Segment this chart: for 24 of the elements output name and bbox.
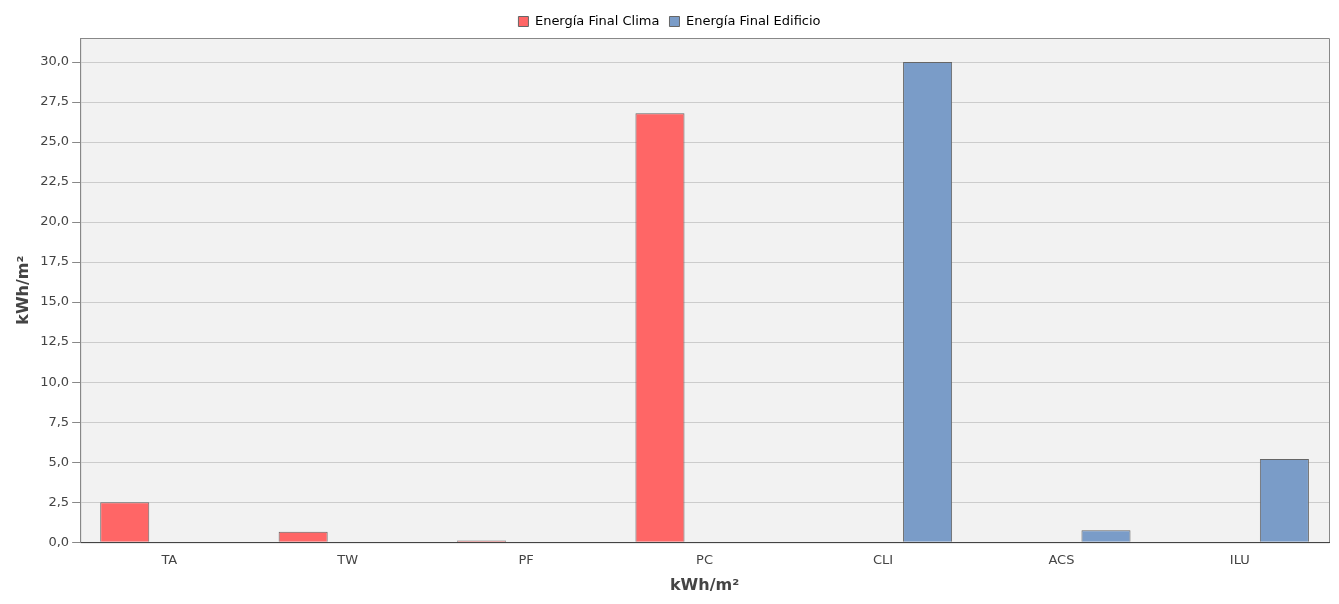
y-tick-label: 5,0 bbox=[48, 453, 70, 469]
y-tick-label: 17,5 bbox=[40, 253, 70, 269]
x-axis-title: kWh/m² bbox=[669, 574, 740, 594]
x-tick-label: PC bbox=[696, 552, 714, 568]
y-tick-label: 20,0 bbox=[40, 213, 70, 229]
y-tick-label: 7,5 bbox=[48, 413, 70, 429]
legend-label: Energía Final Edificio bbox=[685, 12, 821, 28]
x-tick-label: CLI bbox=[872, 552, 894, 568]
y-tick-label: 10,0 bbox=[40, 373, 70, 389]
y-tick-label: 22,5 bbox=[40, 173, 70, 189]
legend-label: Energía Final Clima bbox=[534, 12, 660, 28]
y-tick-label: 0,0 bbox=[48, 533, 70, 549]
x-tick-label: ACS bbox=[1048, 552, 1075, 568]
y-tick-label: 30,0 bbox=[40, 53, 70, 69]
y-tick-label: 12,5 bbox=[40, 333, 70, 349]
x-tick-label: TW bbox=[336, 552, 359, 568]
y-axis-title: kWh/m² bbox=[12, 255, 32, 325]
y-tick-label: 27,5 bbox=[40, 93, 70, 109]
x-tick-label: ILU bbox=[1229, 552, 1250, 568]
x-tick-label: PF bbox=[518, 552, 534, 568]
y-tick-label: 2,5 bbox=[48, 493, 70, 509]
y-tick-label: 25,0 bbox=[40, 133, 70, 149]
x-tick-label: TA bbox=[160, 552, 178, 568]
y-tick-label: 15,0 bbox=[40, 293, 70, 309]
